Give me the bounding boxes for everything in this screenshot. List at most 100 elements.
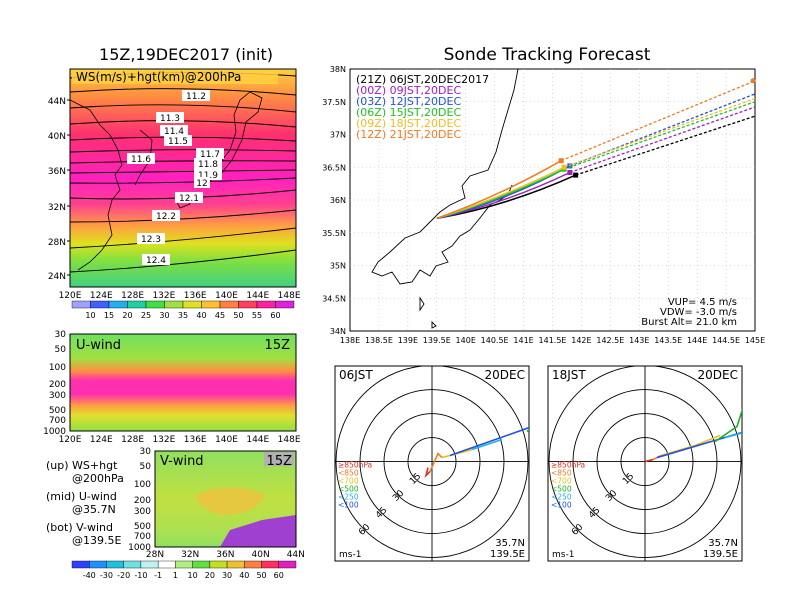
descent-track xyxy=(563,101,756,170)
legend-bot: (bot) V-wind xyxy=(46,521,113,534)
wind-colorbar: -40 -30 -20 -10 -1 1 10 20 30 40 50 60 xyxy=(71,560,297,580)
ws-map-panel: 11.211.311.411.511.6 11.711.811.91212.112… xyxy=(48,68,301,301)
ws-colorbar-cell xyxy=(201,300,221,309)
wind-colorbar-cell xyxy=(89,560,107,569)
tracking-lines xyxy=(436,78,756,220)
ws-colorbar-label: 60 xyxy=(270,311,280,320)
hgt-label-bg xyxy=(196,148,224,159)
vwind-frame xyxy=(154,450,297,548)
ws-lat-label: 40N xyxy=(48,132,66,142)
vwind-high-core xyxy=(195,487,265,515)
wind-colorbar-label: 40 xyxy=(239,571,249,580)
burst-marker xyxy=(561,164,567,170)
hgt-label: 12.4 xyxy=(146,256,166,266)
ws-colorbar-label: 40 xyxy=(196,311,206,320)
ws-colorbar-cell xyxy=(164,300,184,309)
pressure-legend-entry: ≥850hPa xyxy=(338,461,372,470)
ws-lat-label: 36N xyxy=(48,167,66,177)
hgt-label-bg xyxy=(127,153,155,164)
hgt-label-bg xyxy=(194,158,222,169)
wind-colorbar-cell xyxy=(123,560,142,569)
wind-colorbar-label: 20 xyxy=(205,571,215,580)
hgt-label: 11.2 xyxy=(186,92,206,102)
polar-lat: 35.7N xyxy=(708,538,738,549)
tracking-lon-label: 142.5E xyxy=(596,336,624,345)
hgt-label: 12.2 xyxy=(156,212,176,222)
polar-time: 18JST xyxy=(552,368,586,382)
hgt-label-bg xyxy=(137,233,165,244)
uwind-lon-label: 144E xyxy=(246,435,269,445)
tracking-param: Burst Alt= 21.0 km xyxy=(641,317,737,328)
wind-colorbar-label: 50 xyxy=(256,571,266,580)
wind-colorbar-label: -10 xyxy=(134,571,147,580)
tracking-map-frame xyxy=(349,68,756,332)
tracking-lon-label: 138.5E xyxy=(365,336,393,345)
tracking-lon-label: 143.5E xyxy=(654,336,682,345)
uwind-lon-labels: 120E 124E 128E 132E 136E 140E 144E 148E xyxy=(59,435,301,445)
hgt-label: 11.3 xyxy=(160,114,180,124)
wind-colorbar-cell xyxy=(261,560,279,569)
tracking-lon-label: 139.5E xyxy=(423,336,451,345)
wind-colorbar-cell xyxy=(192,560,211,569)
wind-colorbar-cell xyxy=(140,560,159,569)
vwind-time: 15Z xyxy=(267,454,293,469)
wind-colorbar-cell xyxy=(244,560,262,569)
uwind-time: 15Z xyxy=(265,338,291,353)
ws-lon-label: 136E xyxy=(184,291,207,301)
landing-marker xyxy=(750,78,756,84)
ws-lat-labels: 44N 40N 36N 32N 28N 24N xyxy=(48,97,70,282)
pressure-legend-entry: <250 xyxy=(338,493,359,502)
vwind-neg-area xyxy=(220,515,296,547)
hodograph-trace xyxy=(714,408,742,443)
hgt-label-bg xyxy=(152,210,180,221)
uwind-lon-label: 148E xyxy=(278,435,301,445)
ws-colorbar-label: 35 xyxy=(178,311,188,320)
tracking-param: VDW= -3.0 m/s xyxy=(660,307,737,318)
vwind-label-box xyxy=(264,452,294,466)
tracking-lat-labels: 38N 37.5N 37N 36.5N 36N 35.5N 35N 34.5N 34N xyxy=(322,65,346,336)
polar-time: 06JST xyxy=(339,368,373,382)
polar-unit: ms-1 xyxy=(339,550,361,560)
hgt-label: 11.6 xyxy=(131,155,151,165)
hodograph-trace xyxy=(471,438,503,451)
polar-rings xyxy=(335,366,529,561)
wind-colorbar-cell xyxy=(71,560,90,569)
ws-lon-labels: 120E 124E 128E 132E 136E 140E 144E 148E xyxy=(59,291,301,301)
tracking-lon-labels: 138E 138.5E 139E 139.5E 140E 140.5E 141E 141.5E… xyxy=(340,336,765,345)
ws-lat-label: 44N xyxy=(48,97,66,107)
vwind-lat-label: 28N xyxy=(146,550,164,560)
pressure-legend-entry: <250 xyxy=(551,493,572,502)
uwind-lon-label: 124E xyxy=(90,435,113,445)
ws-colorbar-cell xyxy=(275,300,295,309)
ws-colorbar-cell xyxy=(219,300,239,309)
ws-lon-label: 124E xyxy=(90,291,113,301)
uwind-lon-label: 120E xyxy=(59,435,82,445)
hgt-label: 11.8 xyxy=(198,160,218,170)
tracking-lat-label: 36.5N xyxy=(322,163,346,172)
ws-colorbar-label: 50 xyxy=(233,311,243,320)
wind-colorbar-label: 30 xyxy=(222,571,232,580)
tracking-lon-label: 142E xyxy=(571,336,591,345)
hgt-label-bg xyxy=(164,135,192,146)
wind-colorbar-cell xyxy=(157,560,176,569)
tracking-lon-label: 141E xyxy=(513,336,533,345)
pressure-legend-entry: <100 xyxy=(551,501,572,510)
uwind-level-label: 50 xyxy=(55,345,67,355)
tracking-lat-label: 37.5N xyxy=(322,98,346,107)
ws-colorbar-label: 25 xyxy=(141,311,151,320)
uwind-lon-label: 132E xyxy=(152,435,175,445)
descent-track xyxy=(575,115,756,176)
tracking-legend: (21Z) 06JST,20DEC2017(00Z) 09JST,20DEC(0… xyxy=(356,73,489,141)
burst-marker xyxy=(558,158,564,164)
polar-lat: 35.7N xyxy=(495,538,525,549)
ws-lon-label: 144E xyxy=(246,291,269,301)
hodograph-trace xyxy=(724,432,742,439)
legend-mid-level: @35.7N xyxy=(72,503,116,516)
hgt-label-bg xyxy=(156,112,184,123)
ws-colorbar-label: 30 xyxy=(159,311,169,320)
pressure-legend-entry: ≥850hPa xyxy=(551,461,585,470)
tracking-lat-label: 34N xyxy=(330,327,346,336)
uwind-level-label: 700 xyxy=(49,416,66,426)
hgt-label-bg xyxy=(194,169,222,180)
